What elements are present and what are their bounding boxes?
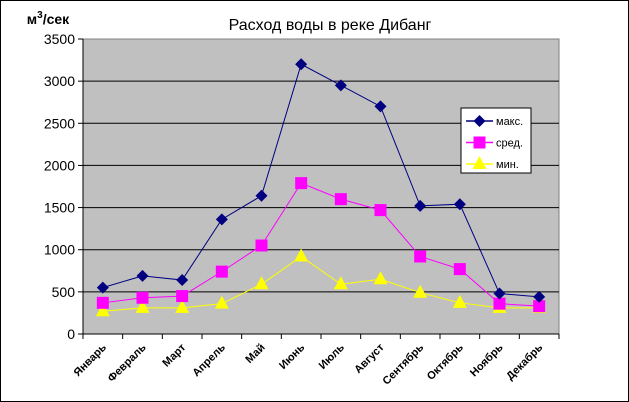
data-point (254, 276, 269, 290)
y-tick-label: 3000 (44, 73, 75, 89)
data-point (413, 284, 428, 298)
y-tick-label: 1000 (44, 242, 75, 258)
data-point (414, 250, 427, 263)
data-point (374, 100, 387, 113)
data-point (176, 290, 189, 303)
data-point (295, 58, 308, 71)
data-point (214, 295, 229, 309)
data-point (175, 299, 190, 313)
data-point (333, 276, 348, 290)
y-tick-label: 2500 (44, 115, 75, 131)
y-tick-label: 3500 (44, 31, 75, 47)
data-point (255, 239, 268, 252)
legend-marker (473, 136, 486, 149)
series-diamond (96, 58, 546, 303)
data-point (493, 297, 506, 310)
series-square (96, 177, 546, 313)
y-tick-label: 0 (67, 326, 75, 342)
data-point (294, 248, 309, 262)
legend-box (460, 107, 532, 174)
legend-label: сред. (496, 138, 523, 150)
data-point (334, 193, 347, 206)
y-axis-unit: м3/сек (27, 10, 70, 27)
legend-label: макс. (496, 116, 523, 128)
data-point (533, 300, 546, 313)
data-point (215, 265, 228, 278)
series-line (102, 63, 540, 298)
data-point (452, 294, 467, 308)
data-point (373, 271, 388, 285)
data-point (414, 199, 427, 212)
y-tick-label: 1500 (44, 200, 75, 216)
plot-area (82, 38, 560, 335)
data-point (96, 296, 109, 309)
legend-marker (472, 156, 487, 169)
legend: макс. сред. мин. (460, 107, 532, 174)
series-line (102, 182, 540, 307)
data-point (176, 274, 189, 287)
data-point (453, 198, 466, 211)
data-point (255, 189, 268, 202)
data-point (136, 291, 149, 304)
data-point (215, 213, 228, 226)
data-point (95, 303, 110, 317)
y-tick-label: 500 (52, 284, 76, 300)
series-triangle (95, 248, 547, 317)
legend-label: мин. (496, 159, 519, 171)
series-line (102, 255, 540, 312)
y-tick-label: 2000 (44, 157, 75, 173)
data-point (493, 287, 506, 300)
data-point (334, 79, 347, 92)
data-point (136, 269, 149, 282)
data-point (135, 299, 150, 313)
data-point (374, 204, 387, 217)
data-point (295, 177, 308, 190)
chart-title: Расход воды в реке Дибанг (229, 17, 432, 34)
data-point (533, 290, 546, 303)
legend-marker (473, 115, 486, 127)
data-point (96, 281, 109, 294)
data-point (453, 263, 466, 276)
